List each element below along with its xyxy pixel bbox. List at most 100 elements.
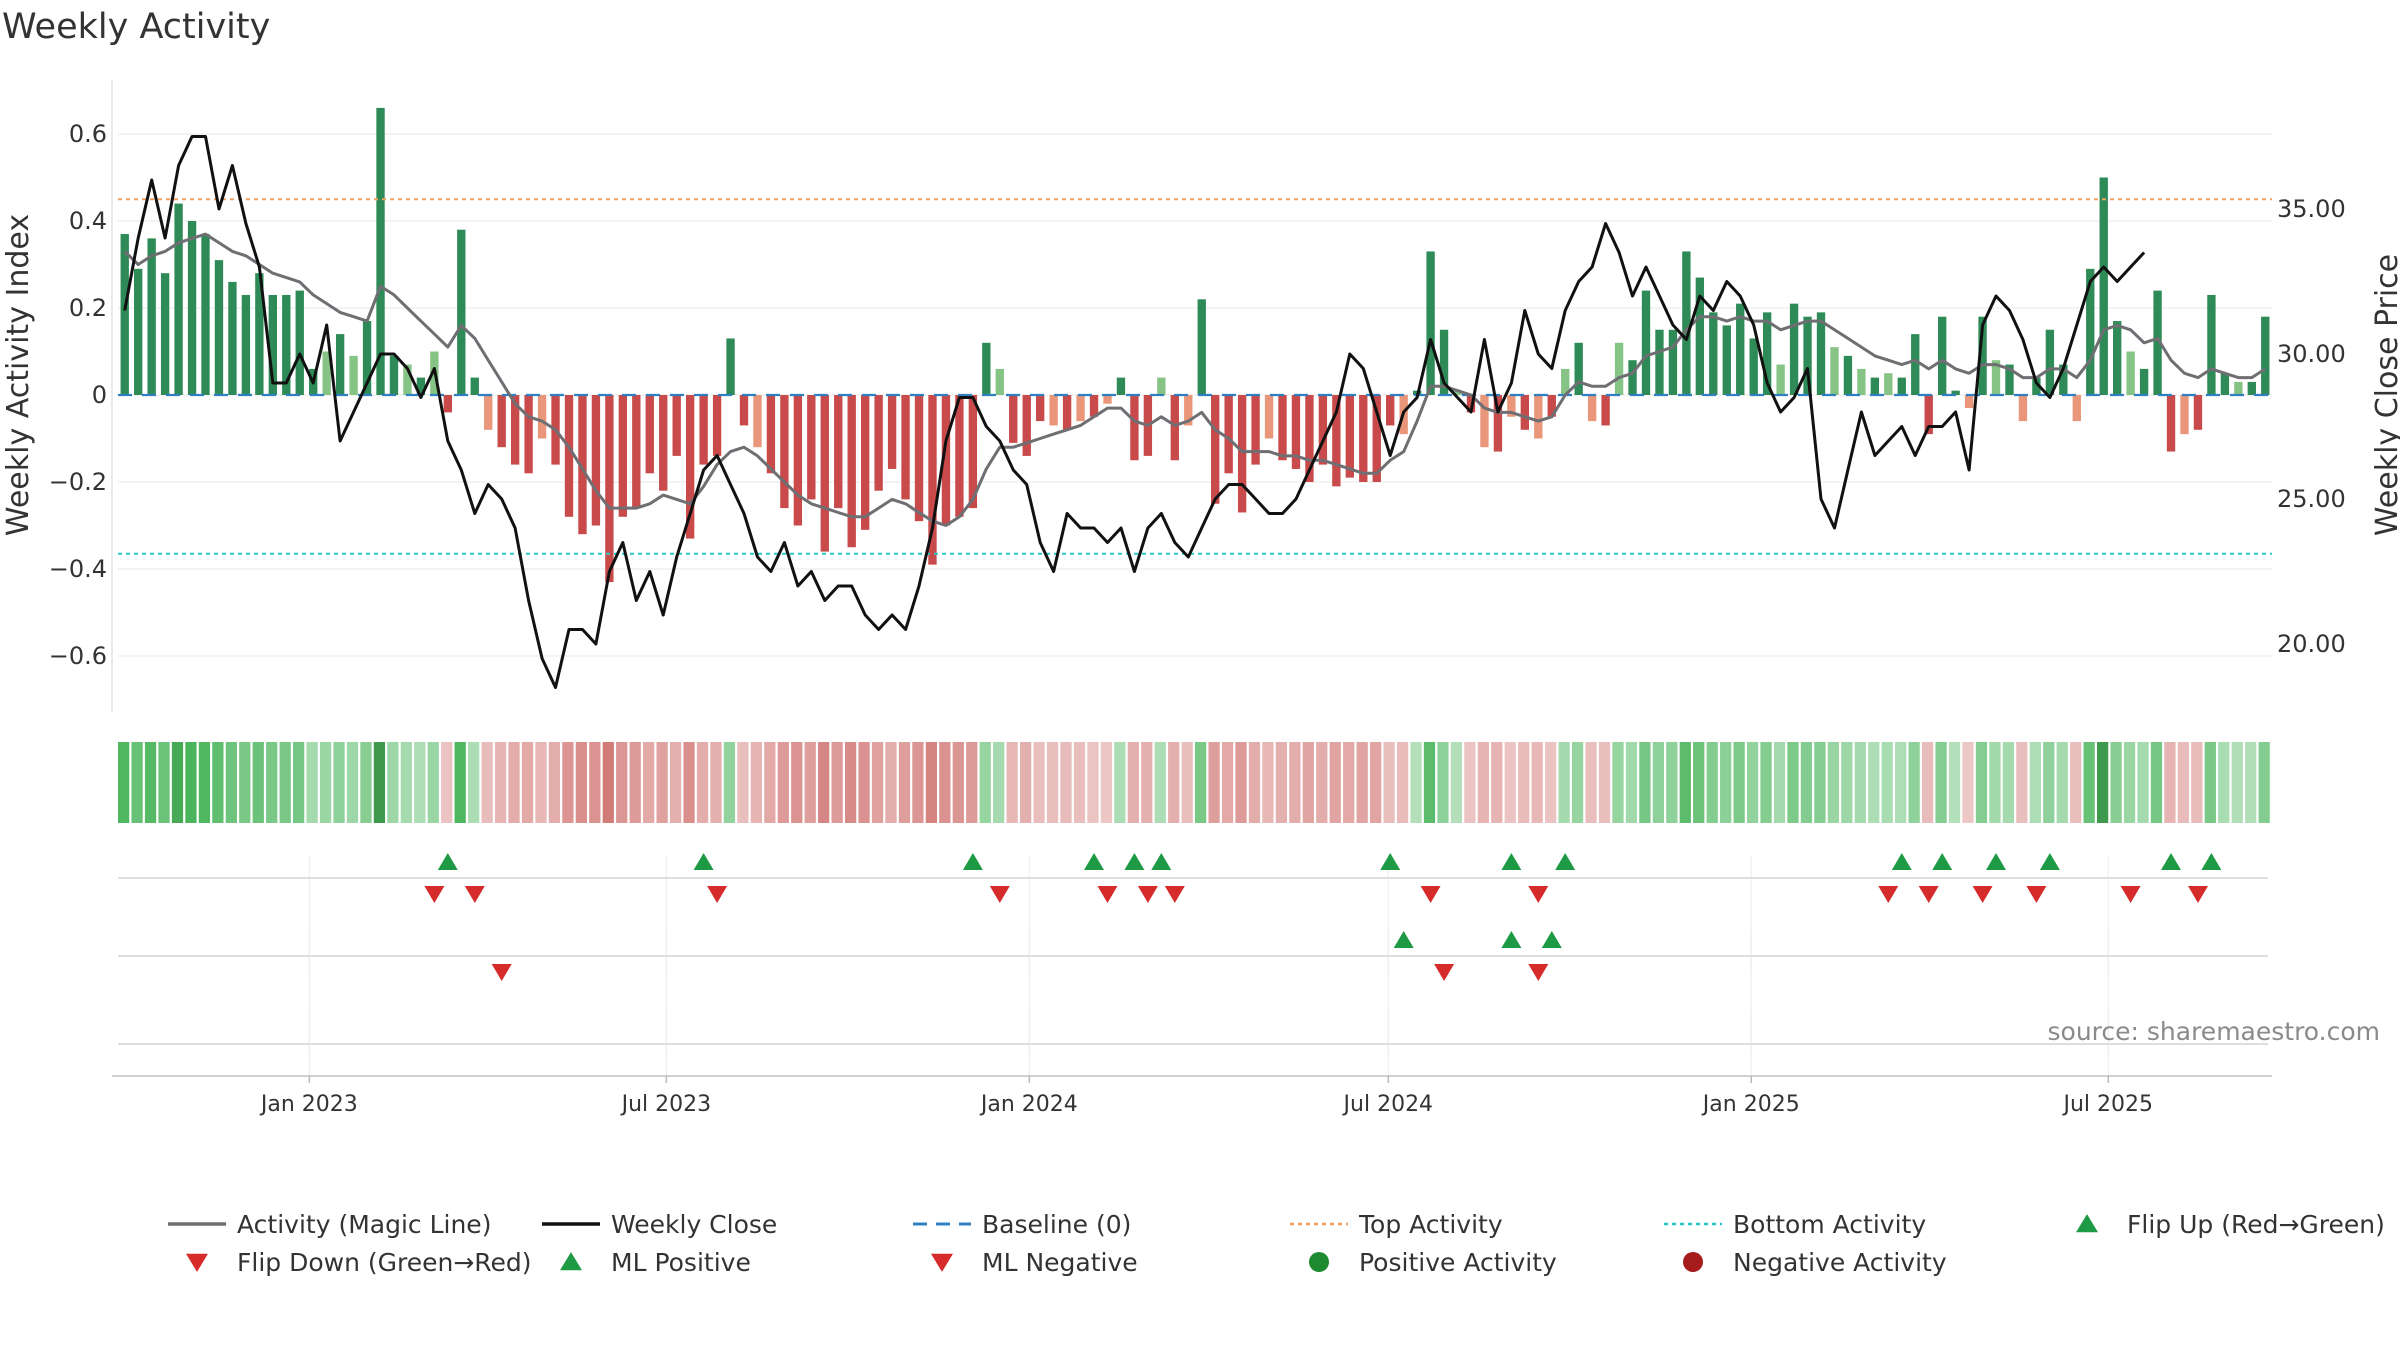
strip-cell-99: [1450, 742, 1463, 823]
activity-bar-140: [2005, 364, 2014, 395]
strip-cell-78: [1168, 742, 1180, 823]
activity-bar-37: [618, 395, 628, 517]
strip-cell-102: [1491, 742, 1503, 823]
strip-cell-115: [1666, 742, 1678, 823]
strip-cell-72: [1087, 742, 1099, 823]
activity-bar-122: [1762, 312, 1772, 395]
strip-cell-65: [993, 742, 1005, 823]
activity-bar-87: [1291, 395, 1301, 469]
flip-down-marker-9: [1878, 886, 1899, 903]
activity-bar-150: [2139, 368, 2149, 395]
activity-bar-51: [807, 395, 816, 500]
legend-item-10-symbol: [1683, 1252, 1703, 1272]
strip-cell-153: [2177, 742, 2190, 823]
activity-bar-159: [2261, 316, 2270, 395]
date-tick-label-0: Jan 2023: [259, 1092, 358, 1117]
strip-cell-111: [1612, 742, 1624, 823]
activity-bar-68: [1036, 395, 1045, 422]
strip-cell-92: [1356, 742, 1368, 823]
right-y-axis-ticks: 35.00 30.00 25.00 20.00: [2277, 195, 2346, 658]
left-y-axis-ticks: 0.6 0.4 0.2 0 −0.2 −0.4 −0.6: [49, 120, 107, 670]
date-tick-label-1: Jul 2023: [620, 1092, 712, 1117]
activity-bar-146: [2086, 268, 2095, 395]
activity-bar-18: [362, 321, 372, 395]
activity-bar-25: [457, 229, 466, 395]
date-tick-label-4: Jan 2025: [1701, 1092, 1800, 1117]
activity-bar-34: [578, 395, 587, 535]
date-tick-label-2: Jan 2024: [979, 1092, 1078, 1117]
strip-cell-93: [1370, 742, 1382, 823]
legend-item-1-label: Weekly Close: [611, 1210, 777, 1239]
strip-cell-30: [521, 742, 534, 823]
strip-cell-113: [1639, 742, 1651, 823]
strip-cell-143: [2043, 742, 2055, 823]
strip-cell-12: [279, 742, 291, 823]
strip-cell-39: [643, 742, 655, 823]
strip-cell-59: [912, 742, 924, 823]
flip-up-marker-12: [2039, 853, 2060, 870]
activity-bar-61: [941, 395, 951, 526]
strip-cell-124: [1787, 742, 1799, 823]
strip-cell-47: [750, 742, 762, 823]
strip-cell-129: [1854, 742, 1866, 823]
activity-bar-38: [632, 395, 641, 509]
strip-cell-149: [2123, 742, 2136, 823]
activity-bar-128: [1843, 355, 1853, 395]
strip-cell-68: [1033, 742, 1045, 823]
strip-cell-94: [1383, 742, 1395, 823]
activity-bar-47: [753, 395, 762, 448]
activity-bar-24: [443, 395, 453, 413]
activity-bar-11: [268, 294, 277, 395]
activity-bar-91: [1345, 395, 1354, 478]
activity-bar-156: [2220, 373, 2230, 395]
strip-cell-16: [333, 742, 345, 823]
activity-bar-86: [1278, 395, 1287, 461]
flip-up-marker-13: [2161, 853, 2181, 870]
flip-down-marker-14: [2188, 886, 2208, 903]
strip-cell-8: [225, 742, 237, 823]
strip-cell-19: [373, 742, 386, 823]
activity-bar-119: [1722, 325, 1731, 395]
strip-cell-84: [1248, 742, 1261, 823]
activity-bar-80: [1197, 299, 1206, 395]
strip-cell-41: [669, 742, 682, 823]
activity-bar-92: [1359, 395, 1368, 482]
strip-cell-100: [1464, 742, 1476, 823]
activity-bar-101: [1480, 395, 1489, 448]
strip-cell-85: [1262, 742, 1274, 823]
strip-cell-96: [1410, 742, 1422, 823]
strip-cell-33: [562, 742, 574, 823]
activity-bar-27: [484, 395, 493, 430]
left-tick-label-6: −0.6: [49, 642, 107, 670]
flip-up-marker-9: [1891, 853, 1912, 870]
ml-positive-marker-2: [1541, 931, 1562, 948]
strip-cell-55: [858, 742, 870, 823]
strip-cell-15: [319, 742, 332, 823]
activity-bar-48: [766, 395, 776, 474]
right-tick-label-0: 35.00: [2277, 195, 2346, 223]
activity-bar-129: [1857, 368, 1866, 395]
strip-cell-159: [2258, 742, 2270, 823]
strip-cell-106: [1545, 742, 1557, 823]
activity-bar-60: [928, 395, 937, 565]
strip-cell-26: [468, 742, 480, 823]
left-tick-label-2: 0.2: [69, 294, 107, 322]
flip-down-marker-6: [1164, 886, 1185, 903]
right-tick-label-3: 20.00: [2277, 630, 2346, 658]
activity-bar-78: [1170, 395, 1179, 461]
strip-cell-1: [131, 742, 143, 823]
strip-cell-109: [1585, 742, 1597, 823]
legend-item-7-label: ML Positive: [611, 1248, 751, 1277]
activity-bar-147: [2099, 177, 2108, 395]
strip-cell-79: [1181, 742, 1193, 823]
activity-bar-85: [1264, 395, 1274, 439]
activity-bar-63: [968, 395, 978, 509]
strip-cell-48: [764, 742, 776, 823]
activity-bar-6: [201, 234, 210, 395]
activity-bar-7: [214, 260, 224, 395]
activity-bar-154: [2193, 395, 2203, 430]
activity-bar-120: [1736, 303, 1745, 395]
strip-cell-3: [158, 742, 170, 823]
activity-bar-28: [497, 395, 506, 448]
strip-cell-18: [360, 742, 372, 823]
